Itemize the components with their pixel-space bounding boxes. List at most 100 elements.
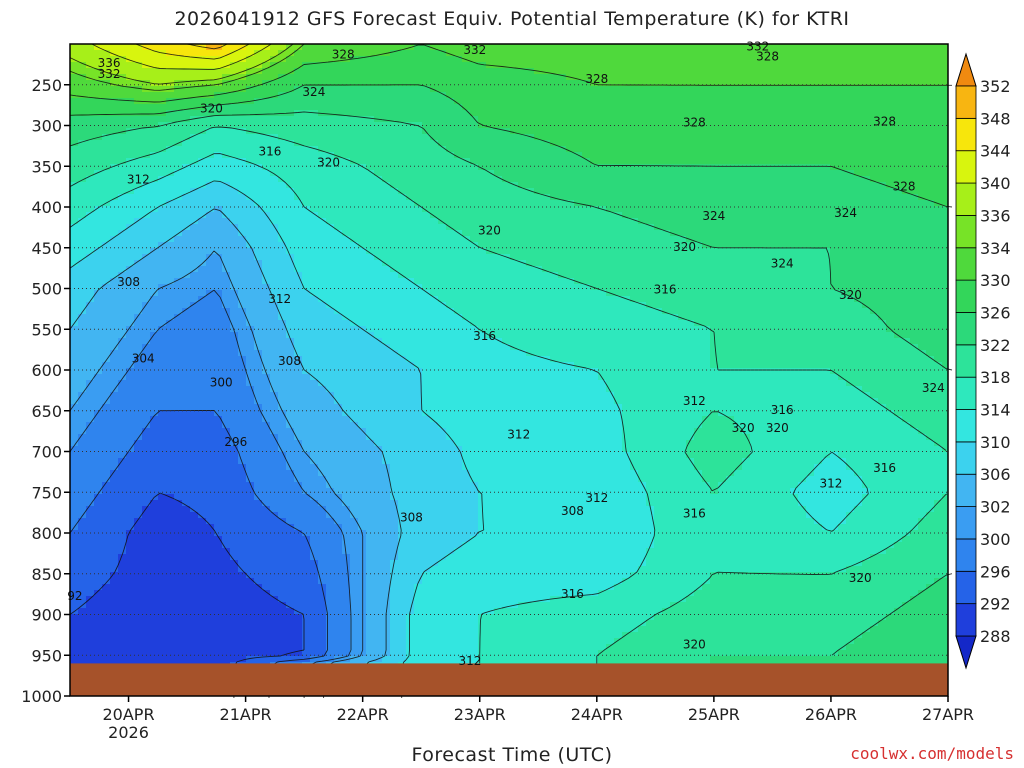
field-cell [246,110,255,117]
field-cell [150,164,159,171]
field-cell [278,44,287,51]
field-cell [270,116,279,123]
field-cell [286,536,295,543]
field-cell [422,188,431,195]
field-cell [102,434,111,441]
field-cell [222,500,231,507]
field-cell [350,656,359,663]
field-cell [246,614,255,621]
field-cell [78,128,87,135]
field-cell [254,140,263,147]
field-cell [142,128,151,135]
field-cell [214,368,223,375]
field-cell [214,290,223,297]
field-cell [382,542,391,549]
field-cell [78,650,87,657]
field-cell [94,146,103,153]
field-cell [326,518,335,525]
field-cell [350,146,359,153]
field-cell [302,44,311,51]
field-cell [262,362,271,369]
field-cell [302,308,311,315]
field-cell [222,332,231,339]
field-cell [214,254,223,261]
field-cell [358,350,367,357]
field-cell [414,356,423,363]
field-cell [70,116,79,123]
field-cell [158,74,167,81]
field-cell [270,644,279,651]
field-cell [142,602,151,609]
field-cell [238,86,247,93]
field-cell [358,500,367,507]
field-cell [110,296,119,303]
field-cell [134,92,143,99]
field-cell [222,104,231,111]
field-cell [222,86,231,93]
field-cell [334,104,343,111]
field-cell [198,224,207,231]
field-cell [326,644,335,651]
field-cell [422,392,431,399]
field-cell [206,638,215,645]
field-cell [422,584,431,591]
field-cell [366,584,375,591]
field-cell [86,236,95,243]
field-cell [262,170,271,177]
field-cell [182,608,191,615]
field-cell [246,416,255,423]
field-cell [206,488,215,495]
field-cell [126,308,135,315]
field-cell [174,302,183,309]
field-cell [398,566,407,573]
field-cell [270,350,279,357]
field-cell [310,152,319,159]
field-cell [230,302,239,309]
field-cell [134,572,143,579]
field-cell [174,434,183,441]
field-cell [430,176,439,183]
field-cell [246,200,255,207]
field-cell [134,74,143,81]
field-cell [86,302,95,309]
field-cell [406,650,415,657]
field-cell [230,446,239,453]
field-cell [206,332,215,339]
field-cell [118,554,127,561]
field-cell [142,164,151,171]
field-cell [118,536,127,543]
field-cell [406,212,415,219]
field-cell [414,134,423,141]
field-cell [182,260,191,267]
field-cell [102,308,111,315]
field-cell [358,494,367,501]
field-cell [246,92,255,99]
field-cell [406,182,415,189]
field-cell [350,284,359,291]
field-cell [78,572,87,579]
field-cell [206,266,215,273]
field-cell [190,140,199,147]
field-cell [390,308,399,315]
field-cell [118,374,127,381]
field-cell [70,554,79,561]
field-cell [190,146,199,153]
field-cell [422,464,431,471]
field-cell [406,314,415,321]
field-cell [318,134,327,141]
field-cell [382,182,391,189]
field-cell [78,500,87,507]
field-cell [238,296,247,303]
field-cell [118,152,127,159]
field-cell [326,494,335,501]
field-cell [182,230,191,237]
field-cell [214,44,223,51]
field-cell [254,404,263,411]
field-cell [230,632,239,639]
field-cell [102,212,111,219]
field-cell [262,272,271,279]
field-cell [110,104,119,111]
field-cell [182,146,191,153]
field-cell [390,80,399,87]
field-cell [230,482,239,489]
